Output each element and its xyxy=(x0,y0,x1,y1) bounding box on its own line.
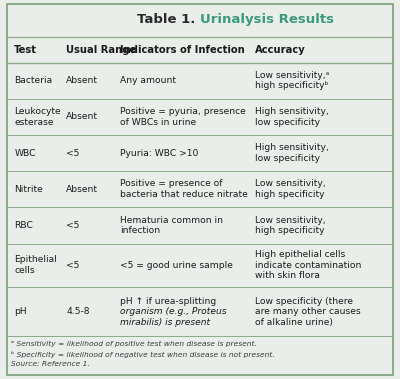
Text: Test: Test xyxy=(14,45,37,55)
Text: 4.5-8: 4.5-8 xyxy=(66,307,90,316)
Text: Table 1.: Table 1. xyxy=(137,13,200,26)
Text: Low sensitivity,: Low sensitivity, xyxy=(255,180,326,188)
Text: RBC: RBC xyxy=(14,221,33,230)
Text: Absent: Absent xyxy=(66,185,98,194)
Text: Leukocyte: Leukocyte xyxy=(14,107,61,116)
Text: Low sensitivity,ᵃ: Low sensitivity,ᵃ xyxy=(255,71,330,80)
Text: <5 = good urine sample: <5 = good urine sample xyxy=(120,261,233,270)
Text: ᵃ Sensitivity = likelihood of positive test when disease is present.: ᵃ Sensitivity = likelihood of positive t… xyxy=(11,341,257,347)
Text: Source: Reference 1.: Source: Reference 1. xyxy=(11,362,90,368)
Text: High sensitivity,: High sensitivity, xyxy=(255,143,329,152)
Text: of alkaline urine): of alkaline urine) xyxy=(255,318,333,327)
Text: pH ↑ if urea-splitting: pH ↑ if urea-splitting xyxy=(120,296,216,305)
Text: High epithelial cells: High epithelial cells xyxy=(255,250,346,259)
Text: <5: <5 xyxy=(66,221,80,230)
Text: Positive = pyuria, presence: Positive = pyuria, presence xyxy=(120,107,246,116)
Text: are many other causes: are many other causes xyxy=(255,307,361,316)
Text: high specificityᵇ: high specificityᵇ xyxy=(255,81,329,91)
Text: cells: cells xyxy=(14,266,35,275)
Text: Hematuria common in: Hematuria common in xyxy=(120,216,223,225)
Text: with skin flora: with skin flora xyxy=(255,271,320,280)
Text: Epithelial: Epithelial xyxy=(14,255,57,265)
Text: infection: infection xyxy=(120,226,160,235)
Text: of WBCs in urine: of WBCs in urine xyxy=(120,117,196,127)
Text: low specificity: low specificity xyxy=(255,154,320,163)
Text: mirabilis) is present: mirabilis) is present xyxy=(120,318,210,327)
Text: organism (e.g., Proteus: organism (e.g., Proteus xyxy=(120,307,227,316)
Text: Pyuria: WBC >10: Pyuria: WBC >10 xyxy=(120,149,199,158)
Text: Urinalysis Results: Urinalysis Results xyxy=(200,13,334,26)
Text: high specificity: high specificity xyxy=(255,226,325,235)
Text: Nitrite: Nitrite xyxy=(14,185,43,194)
Text: high specificity: high specificity xyxy=(255,190,325,199)
Text: Low sensitivity,: Low sensitivity, xyxy=(255,216,326,225)
Text: indicate contamination: indicate contamination xyxy=(255,261,362,270)
Text: Any amount: Any amount xyxy=(120,76,176,85)
Text: Accuracy: Accuracy xyxy=(255,45,306,55)
Text: pH: pH xyxy=(14,307,27,316)
Text: Absent: Absent xyxy=(66,112,98,121)
Text: low specificity: low specificity xyxy=(255,117,320,127)
Text: Indicators of Infection: Indicators of Infection xyxy=(120,45,245,55)
Text: bacteria that reduce nitrate: bacteria that reduce nitrate xyxy=(120,190,248,199)
Text: WBC: WBC xyxy=(14,149,36,158)
Text: Positive = presence of: Positive = presence of xyxy=(120,180,223,188)
Text: Bacteria: Bacteria xyxy=(14,76,52,85)
Text: <5: <5 xyxy=(66,149,80,158)
Text: Low specificity (there: Low specificity (there xyxy=(255,296,353,305)
Text: Usual Range: Usual Range xyxy=(66,45,136,55)
Text: <5: <5 xyxy=(66,261,80,270)
Text: High sensitivity,: High sensitivity, xyxy=(255,107,329,116)
Text: esterase: esterase xyxy=(14,117,54,127)
Text: ᵇ Specificity = likelihood of negative test when disease is not present.: ᵇ Specificity = likelihood of negative t… xyxy=(11,351,275,358)
Text: Absent: Absent xyxy=(66,76,98,85)
